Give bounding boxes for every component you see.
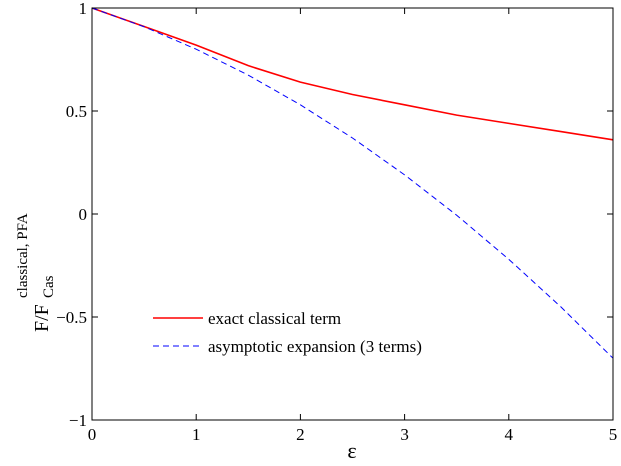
y-tick-label: −0.5 <box>56 308 87 327</box>
series-line <box>91 7 614 141</box>
x-tick-label: 1 <box>192 425 201 444</box>
x-tick-label: 2 <box>296 425 305 444</box>
legend-label: asymptotic expansion (3 terms) <box>208 337 422 356</box>
y-label-sub: Cas <box>41 275 57 298</box>
y-axis-label: F/F Cas classical, PFA <box>15 213 57 332</box>
x-tick-label: 4 <box>505 425 514 444</box>
x-tick-label: 0 <box>88 425 97 444</box>
y-tick-label: 1 <box>79 0 88 18</box>
y-tick-label: −1 <box>69 411 87 430</box>
x-axis-label: ε <box>347 438 356 463</box>
y-tick-label: 0.5 <box>66 102 87 121</box>
y-label-base: F/F <box>31 304 53 332</box>
x-tick-label: 3 <box>400 425 409 444</box>
y-label-sup: classical, PFA <box>15 213 31 298</box>
legend-label: exact classical term <box>208 309 341 328</box>
y-tick-label: 0 <box>79 205 88 224</box>
axes-frame <box>91 7 614 421</box>
series-line <box>91 7 614 359</box>
x-tick-label: 5 <box>609 425 618 444</box>
